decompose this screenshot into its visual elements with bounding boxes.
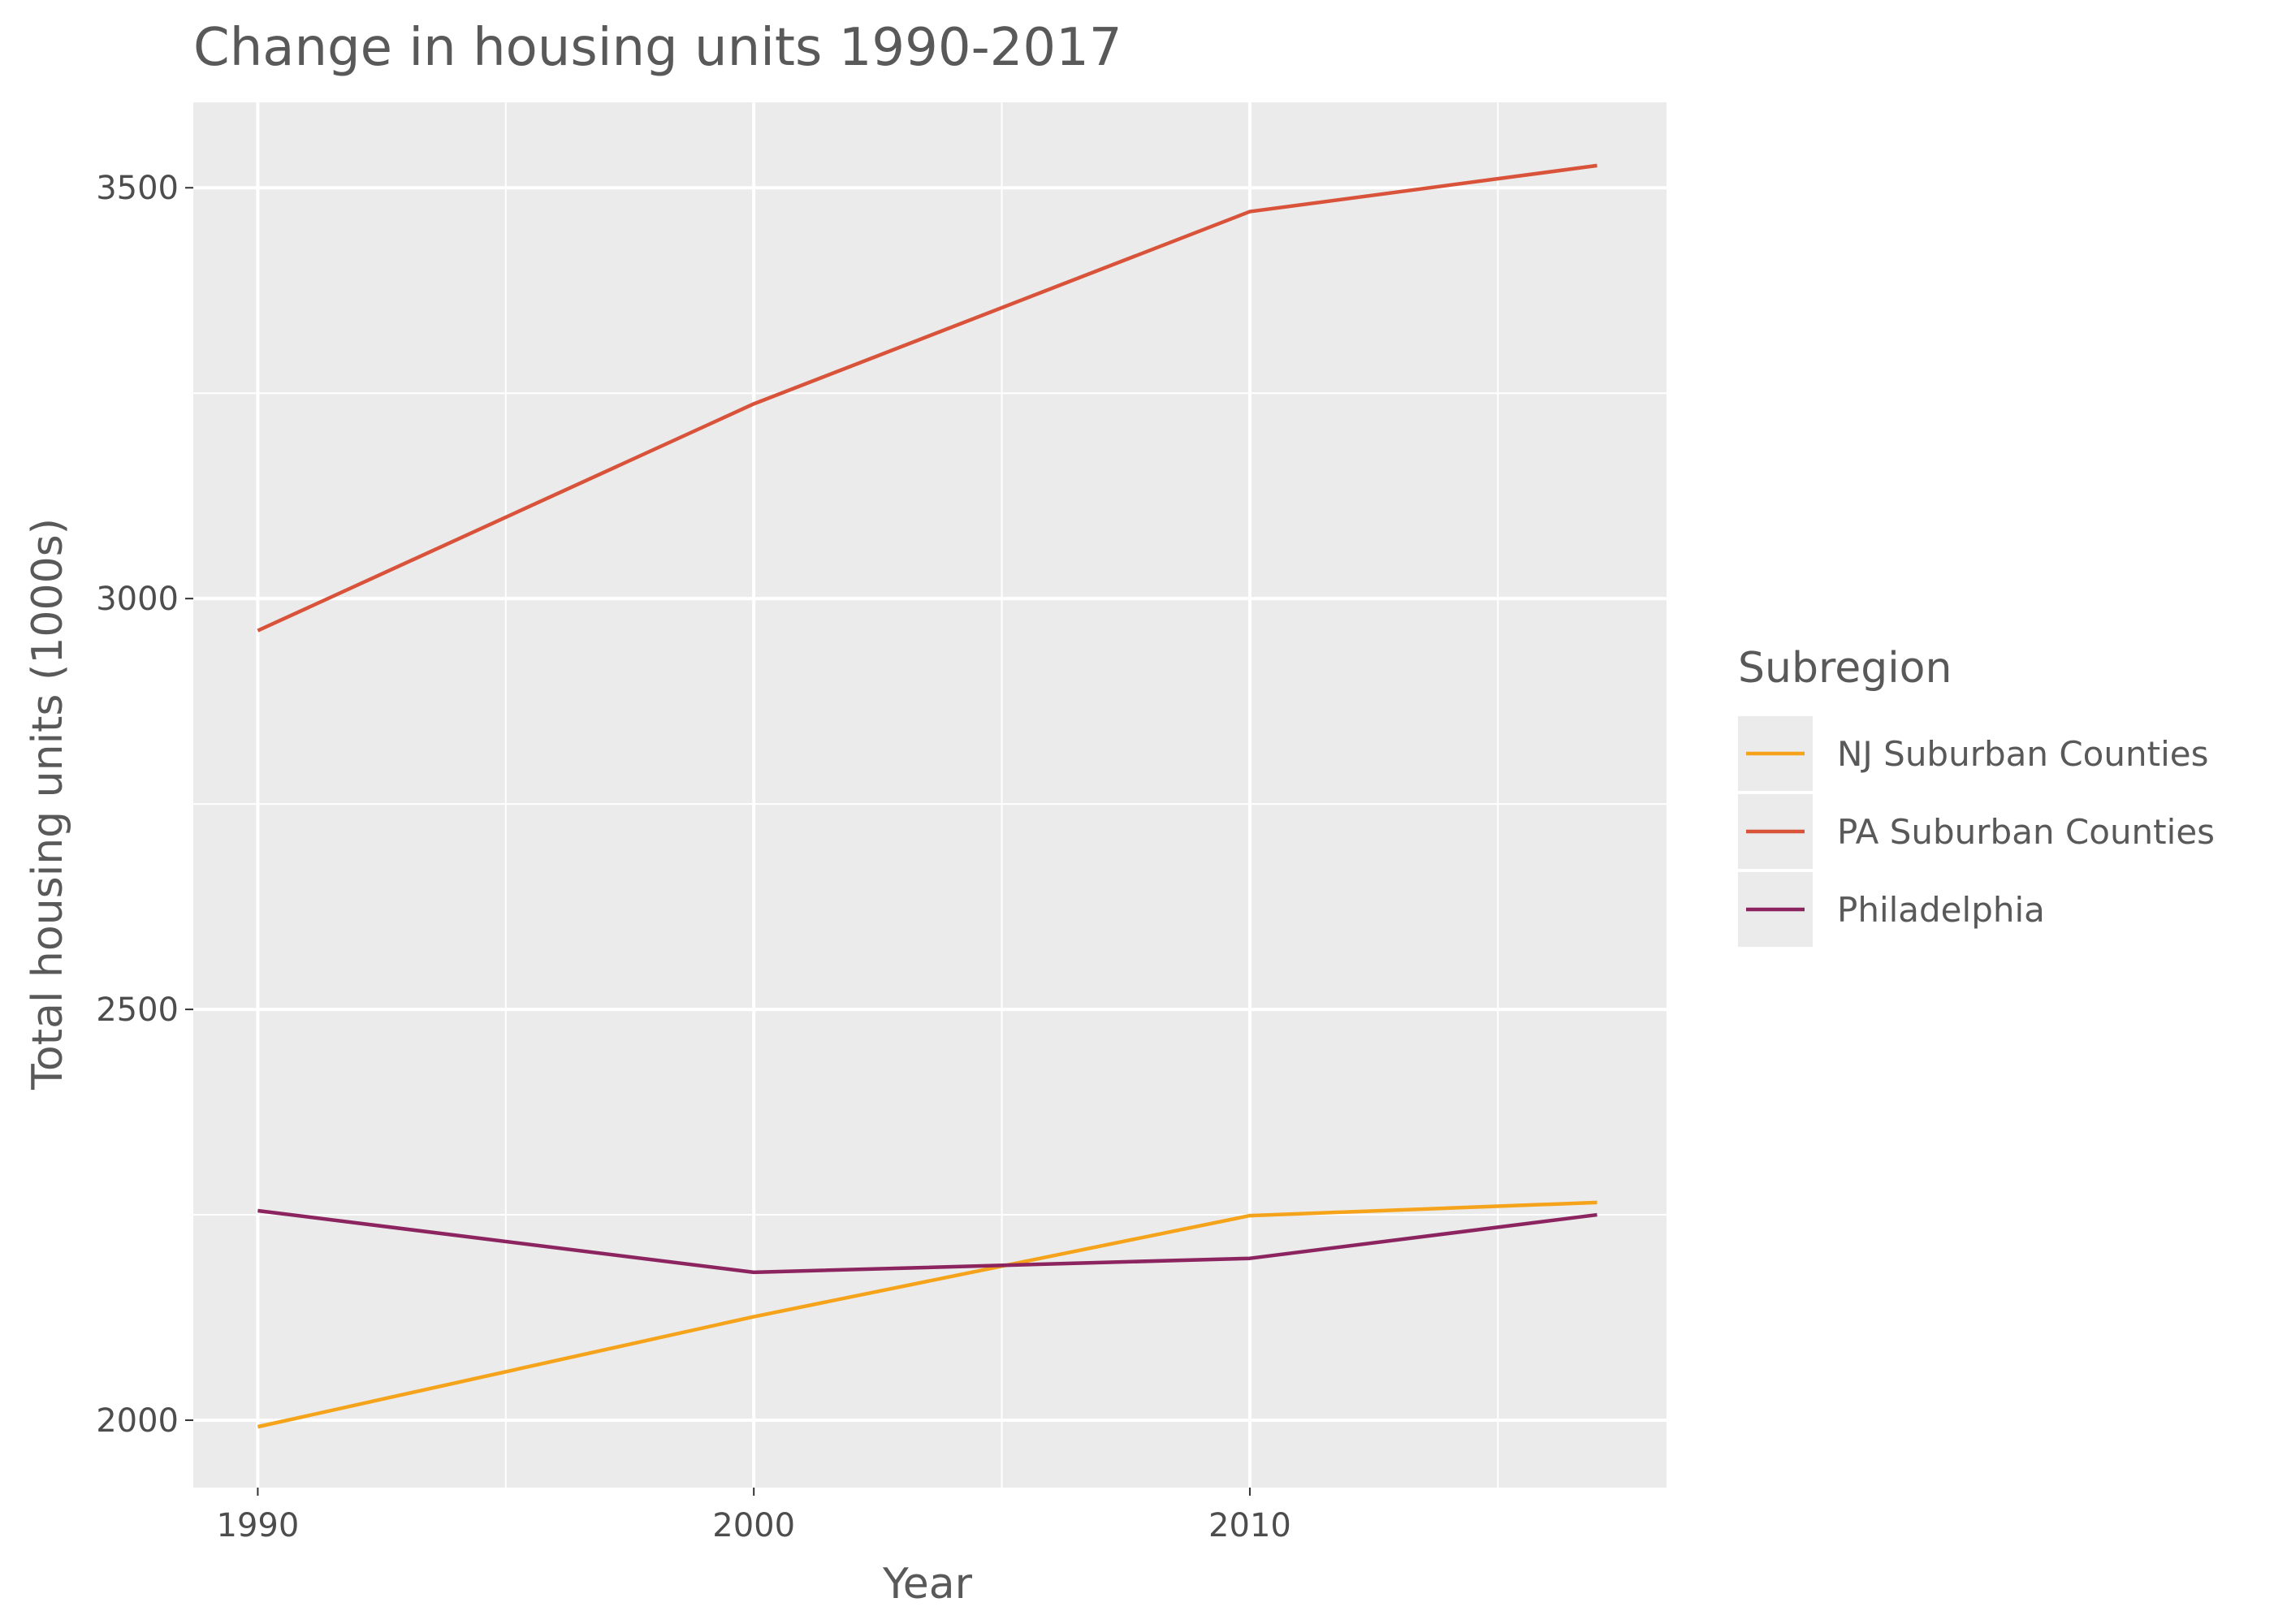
series-lines: [257, 163, 1597, 1429]
plot-panel: [193, 102, 1667, 1488]
legend: Subregion NJ Suburban Counties PA Suburba…: [1738, 644, 2215, 947]
x-axis-title: Year: [882, 1560, 973, 1609]
legend-title: Subregion: [1738, 644, 1952, 693]
y-axis-title: Total housing units (1000s): [24, 518, 72, 1091]
axes: 2000 2500 3000 3500 1990 2000 2010: [96, 170, 1291, 1544]
legend-label: PA Suburban Counties: [1837, 812, 2215, 852]
chart-title: Change in housing units 1990-2017: [193, 18, 1122, 78]
series-line: [257, 163, 1597, 633]
y-tick-label: 3000: [96, 581, 179, 618]
x-tick-label: 2010: [1208, 1507, 1291, 1544]
legend-label: Philadelphia: [1837, 890, 2045, 930]
series-line: [257, 1208, 1597, 1275]
y-tick-label: 2500: [96, 991, 179, 1029]
x-tick-label: 1990: [217, 1507, 300, 1544]
y-tick-label: 3500: [96, 170, 179, 207]
x-tick-label: 2000: [712, 1507, 795, 1544]
y-tick-label: 2000: [96, 1402, 179, 1440]
legend-label: NJ Suburban Counties: [1837, 734, 2208, 774]
